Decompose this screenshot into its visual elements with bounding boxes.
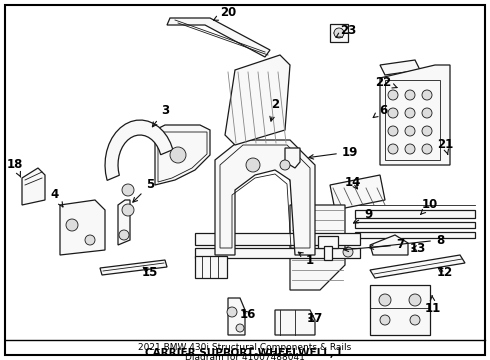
Text: 16: 16: [240, 309, 256, 321]
Text: 5: 5: [133, 179, 154, 202]
Circle shape: [409, 294, 421, 306]
Circle shape: [422, 144, 432, 154]
Circle shape: [405, 144, 415, 154]
Text: 13: 13: [410, 242, 426, 255]
Circle shape: [334, 28, 344, 38]
Text: 23: 23: [336, 23, 356, 37]
Polygon shape: [370, 285, 430, 335]
Bar: [195, 248, 360, 258]
Bar: [355, 232, 475, 238]
Text: 14: 14: [345, 176, 361, 189]
Bar: [385, 80, 440, 160]
Circle shape: [379, 294, 391, 306]
Polygon shape: [60, 200, 105, 255]
Text: 22: 22: [375, 76, 397, 89]
Text: 2021 BMW 430i Structural Components & Rails: 2021 BMW 430i Structural Components & Ra…: [138, 343, 352, 352]
Text: 17: 17: [307, 311, 323, 324]
Polygon shape: [100, 260, 167, 275]
Text: CARRIER SUPPORT WHEELWELL, L: CARRIER SUPPORT WHEELWELL, L: [146, 348, 344, 358]
Polygon shape: [275, 310, 315, 335]
Circle shape: [122, 204, 134, 216]
Circle shape: [388, 144, 398, 154]
Text: 12: 12: [437, 266, 453, 279]
Bar: [195, 233, 360, 245]
Polygon shape: [290, 205, 345, 290]
Circle shape: [66, 219, 78, 231]
Polygon shape: [380, 60, 420, 75]
Text: 21: 21: [437, 139, 453, 154]
Polygon shape: [22, 168, 45, 205]
Circle shape: [388, 126, 398, 136]
Circle shape: [122, 184, 134, 196]
Text: 8: 8: [369, 234, 444, 249]
Circle shape: [170, 147, 186, 163]
Bar: [195, 256, 227, 278]
Text: 20: 20: [214, 6, 236, 20]
Text: 6: 6: [373, 104, 387, 118]
Bar: [355, 210, 475, 218]
Circle shape: [119, 230, 129, 240]
Text: 11: 11: [425, 296, 441, 315]
Bar: [355, 222, 475, 228]
Polygon shape: [380, 65, 450, 165]
Circle shape: [246, 158, 260, 172]
Text: 2: 2: [270, 99, 279, 121]
Polygon shape: [285, 148, 300, 168]
Text: Diagram for 41007488041: Diagram for 41007488041: [185, 354, 305, 360]
Text: 9: 9: [353, 208, 372, 223]
Bar: [318, 236, 338, 248]
Polygon shape: [167, 18, 270, 57]
Circle shape: [388, 90, 398, 100]
Text: 19: 19: [309, 145, 358, 159]
Bar: [324, 246, 332, 260]
Circle shape: [422, 108, 432, 118]
Text: 1: 1: [298, 252, 314, 266]
Polygon shape: [370, 235, 408, 255]
Circle shape: [380, 315, 390, 325]
Polygon shape: [105, 120, 173, 180]
Bar: [330, 24, 348, 42]
Circle shape: [388, 108, 398, 118]
Text: 4: 4: [51, 189, 63, 207]
Circle shape: [85, 235, 95, 245]
Circle shape: [343, 247, 353, 257]
Circle shape: [422, 126, 432, 136]
Circle shape: [405, 126, 415, 136]
Circle shape: [422, 90, 432, 100]
Polygon shape: [155, 125, 210, 185]
Text: 15: 15: [142, 266, 158, 279]
Circle shape: [410, 315, 420, 325]
Circle shape: [405, 108, 415, 118]
Circle shape: [280, 160, 290, 170]
Polygon shape: [330, 175, 385, 210]
Circle shape: [405, 90, 415, 100]
Text: 18: 18: [7, 158, 23, 177]
Polygon shape: [215, 140, 315, 255]
Text: 10: 10: [420, 198, 438, 215]
Text: 3: 3: [152, 104, 169, 127]
Polygon shape: [118, 200, 130, 245]
Polygon shape: [225, 55, 290, 145]
Polygon shape: [228, 298, 245, 335]
Circle shape: [227, 307, 237, 317]
Polygon shape: [370, 255, 465, 278]
Circle shape: [236, 324, 244, 332]
Text: 7: 7: [344, 238, 404, 252]
